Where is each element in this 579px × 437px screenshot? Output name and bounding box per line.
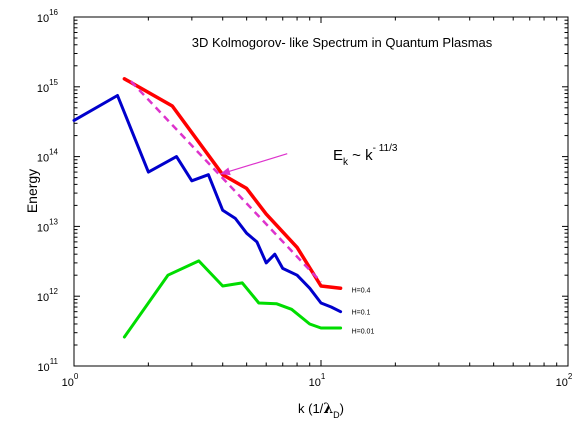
- x-axis-label-subscript: D: [333, 410, 340, 420]
- axis-ticks: [73, 17, 568, 367]
- x-axis-label-text: k (1/: [298, 401, 324, 416]
- fit-annotation: Ek ~ k- 11/3: [333, 143, 398, 168]
- series-label: H=0.1: [352, 310, 371, 317]
- x-tick-label: 101: [309, 372, 326, 389]
- x-tick-label: 100: [62, 372, 79, 389]
- x-axis-label-close: ): [340, 401, 344, 416]
- y-tick-label: 1016: [37, 8, 59, 25]
- x-axis-label: k (1/λD): [298, 401, 344, 420]
- annotation-middle: ~ k: [348, 147, 373, 164]
- x-tick-label: 102: [556, 372, 573, 389]
- y-tick-label: 1012: [37, 287, 59, 304]
- fit-line: [130, 80, 322, 283]
- annotation-arrow-shaft: [219, 153, 288, 175]
- annotation-base: E: [333, 147, 343, 164]
- series-layer: [72, 77, 343, 339]
- series-label: H=0.01: [352, 329, 375, 336]
- annotation-arrow: [219, 153, 288, 176]
- y-axis-label: Energy: [24, 169, 40, 213]
- plot-area-frame: [73, 16, 569, 367]
- series-label: H=0.4: [352, 287, 371, 294]
- y-tick-labels: 1011 1012 1013 1014 1015 1016: [37, 8, 59, 374]
- annotation-arrow-head: [219, 167, 231, 176]
- series-line-h-0-1: [72, 94, 343, 314]
- series-label-layer: H=0.4 H=0.1 H=0.01: [352, 287, 375, 335]
- chart-title: 3D Kolmogorov- like Spectrum in Quantum …: [192, 35, 493, 50]
- y-tick-label: 1011: [37, 357, 58, 374]
- series-line-h-0-01: [122, 259, 343, 339]
- annotation-subscript: k: [343, 157, 349, 168]
- x-axis-label-symbol: λ: [323, 401, 333, 417]
- x-tick-labels: 100 101 102: [62, 372, 573, 389]
- annotation-superscript: - 11/3: [373, 143, 398, 154]
- y-tick-label: 1015: [37, 78, 59, 95]
- y-tick-label: 1014: [37, 148, 59, 165]
- series-line-h-0-4: [122, 77, 343, 290]
- fit-line-layer: [130, 80, 322, 283]
- y-tick-label: 1013: [37, 217, 59, 234]
